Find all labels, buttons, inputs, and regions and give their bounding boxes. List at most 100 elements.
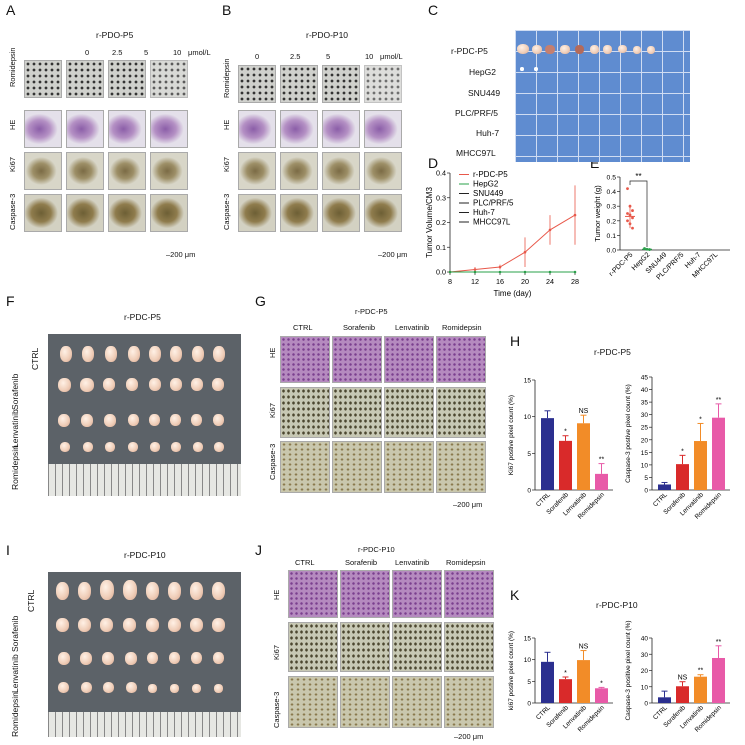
- dose-unit: μmol/L: [380, 52, 403, 61]
- data-point: [631, 226, 634, 230]
- bar: [712, 417, 725, 490]
- scale-text: 200 μm: [457, 500, 483, 509]
- y-tick-label: 10: [524, 414, 532, 421]
- bar: [577, 660, 590, 703]
- group-label: CTRL: [26, 589, 36, 612]
- bar: [595, 688, 608, 703]
- tumor-photo-grid: [515, 30, 690, 162]
- cell-line-label: SNU449: [468, 88, 501, 98]
- y-tick-label: 0.2: [436, 218, 446, 227]
- y-tick-label: 0.2: [607, 218, 617, 225]
- significance-bracket: [629, 180, 648, 247]
- group-label: Romidepsin: [10, 692, 20, 737]
- bar: [577, 423, 590, 490]
- row-label: Caspase-3: [8, 193, 17, 230]
- x-tick-label: 8: [448, 277, 452, 286]
- row-label: Ki67: [222, 156, 231, 172]
- panel-label-e: E: [590, 155, 600, 171]
- col-label: Sorafenib: [343, 323, 376, 332]
- y-axis-label: Ki67 postive pixel count (%): [508, 395, 515, 475]
- significance-label: *: [564, 429, 567, 436]
- cell-line-label: HepG2: [469, 67, 496, 77]
- legend-label: HepG2: [473, 180, 499, 189]
- cell-line-label: PLC/PRF/5: [455, 108, 498, 118]
- row-label: Ki67: [8, 156, 17, 172]
- significance-label: *: [681, 448, 684, 455]
- panel-j-title: r-PDC-P10: [358, 545, 395, 554]
- panel-k-title: r-PDC-P10: [596, 600, 638, 610]
- bar: [694, 676, 707, 703]
- significance-label: NS: [579, 408, 589, 415]
- y-tick-label: 0.3: [607, 204, 617, 211]
- panel-label-g: G: [255, 293, 266, 309]
- row-label: Romidepsin: [222, 58, 231, 98]
- data-point: [631, 209, 634, 212]
- bar: [658, 484, 671, 490]
- data-point: [523, 270, 527, 274]
- scale-bar-label: –200 μm: [378, 250, 408, 259]
- panel-a-title: r-PDO-P5: [96, 30, 134, 40]
- x-tick-label: 12: [471, 277, 479, 286]
- y-axis-label: Caspase-3 postive pixel count (%): [625, 384, 632, 483]
- y-tick-label: 0.5: [607, 175, 617, 182]
- y-tick-label: 0: [644, 488, 648, 495]
- y-tick-label: 20: [641, 437, 649, 444]
- y-tick-label: 0.1: [607, 233, 617, 240]
- data-point: [448, 270, 452, 274]
- significance-label: **: [698, 668, 704, 675]
- scale-text: 200 μm: [458, 732, 484, 741]
- legend-label: MHCC97L: [473, 218, 511, 227]
- chart-k-casp3: 0 10 20 30 40 Caspase-3 positive pixel count …: [625, 620, 730, 734]
- col-label: Lenvatinib: [395, 558, 430, 567]
- x-tick-label: 20: [521, 277, 529, 286]
- panel-b-title: r-PDO-P10: [306, 30, 349, 40]
- group-label: Sorafenib: [10, 615, 20, 652]
- group-label: Lenvatinib: [10, 654, 20, 693]
- bar: [559, 440, 572, 490]
- tumor-tray: [48, 572, 241, 737]
- significance-label: *: [699, 416, 702, 423]
- significance-label: **: [716, 639, 722, 646]
- data-point: [626, 219, 629, 223]
- panel-label-k: K: [510, 587, 520, 603]
- data-point: [473, 270, 477, 274]
- panel-label-f: F: [6, 293, 15, 309]
- dose-label: 5: [144, 48, 149, 57]
- y-tick-label: 0: [527, 488, 531, 495]
- bar: [658, 697, 671, 703]
- bar: [559, 679, 572, 703]
- bar: [541, 661, 554, 703]
- bar: [712, 657, 725, 703]
- data-point: [548, 270, 552, 274]
- y-tick-label: 20: [641, 668, 649, 675]
- row-label: Ki67: [268, 402, 277, 418]
- y-tick-label: 10: [641, 684, 649, 691]
- significance-label: **: [635, 172, 641, 181]
- bar: [676, 464, 689, 490]
- y-tick-label: 15: [524, 378, 532, 385]
- y-axis-label: Tumor Volume/CM3: [425, 187, 434, 258]
- dose-label: 10: [173, 48, 182, 57]
- bar: [541, 418, 554, 490]
- dose-label: 2.5: [112, 48, 123, 57]
- legend-label: SNU449: [473, 189, 504, 198]
- panel-label-d: D: [428, 155, 439, 171]
- y-tick-label: 30: [641, 652, 649, 659]
- col-label: Sorafenib: [345, 558, 378, 567]
- panel-label-h: H: [510, 333, 521, 349]
- scale-bar-label: –200 μm: [166, 250, 196, 259]
- x-tick-label: 16: [496, 277, 504, 286]
- data-point: [573, 270, 577, 274]
- col-label: Romidepsin: [446, 558, 486, 567]
- significance-label: NS: [579, 644, 589, 651]
- y-tick-label: 0.1: [436, 243, 446, 252]
- cell-line-label: Huh-7: [476, 128, 500, 138]
- panel-g-title: r-PDC-P5: [355, 307, 388, 316]
- scale-bar-label: –200 μm: [454, 732, 484, 741]
- panel-label-j: J: [255, 542, 262, 558]
- dose-label: 10: [365, 52, 374, 61]
- significance-label: *: [600, 680, 603, 687]
- group-label: Sorafenib: [10, 373, 20, 410]
- row-label: Caspase-3: [222, 193, 231, 230]
